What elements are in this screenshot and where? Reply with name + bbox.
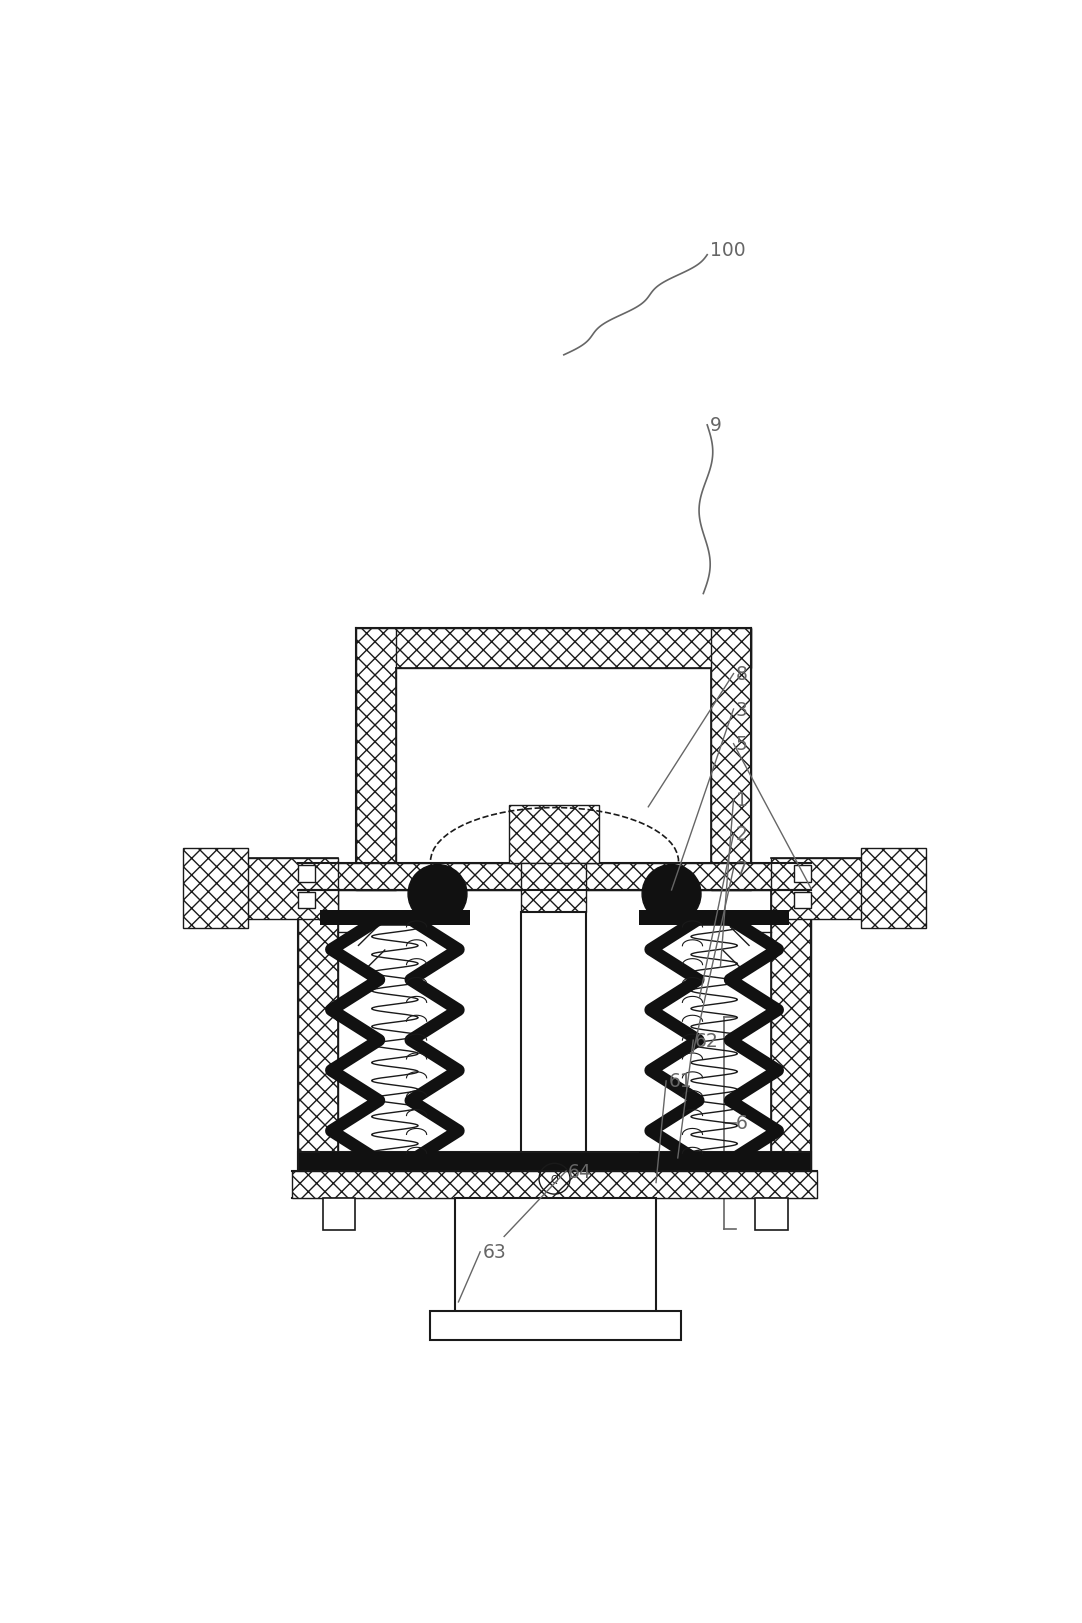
Bar xyxy=(861,849,926,928)
Bar xyxy=(340,893,769,1170)
Bar xyxy=(794,893,812,909)
Bar xyxy=(319,1152,470,1167)
Bar xyxy=(322,1198,355,1230)
Circle shape xyxy=(642,865,701,923)
Bar xyxy=(454,1198,656,1326)
Bar xyxy=(298,865,315,883)
Text: 100: 100 xyxy=(710,240,745,260)
Bar xyxy=(339,891,770,1172)
Bar xyxy=(509,805,598,863)
Bar xyxy=(711,628,751,891)
Bar xyxy=(356,628,396,891)
Text: 64: 64 xyxy=(568,1162,592,1182)
Bar xyxy=(319,911,470,925)
Text: 62: 62 xyxy=(695,1031,718,1050)
Bar xyxy=(183,849,248,928)
Bar xyxy=(298,863,812,891)
Bar xyxy=(356,628,751,669)
Text: 6: 6 xyxy=(736,1113,748,1133)
Text: 8: 8 xyxy=(736,665,748,683)
Bar xyxy=(298,1152,812,1172)
Bar xyxy=(770,891,812,1172)
Bar xyxy=(794,865,812,883)
Bar xyxy=(522,912,586,1152)
Text: 5: 5 xyxy=(736,735,748,753)
Bar xyxy=(396,669,711,891)
Text: 63: 63 xyxy=(483,1243,506,1261)
Bar xyxy=(430,1311,681,1341)
Text: 9: 9 xyxy=(710,415,722,435)
Text: 3: 3 xyxy=(736,700,748,719)
Text: Q: Q xyxy=(551,1173,558,1185)
Text: 7: 7 xyxy=(736,859,748,878)
Bar xyxy=(292,1172,817,1198)
Bar xyxy=(522,863,586,912)
Bar xyxy=(298,891,339,1172)
Text: 1: 1 xyxy=(736,790,748,810)
Bar xyxy=(639,911,790,925)
Bar xyxy=(755,1198,788,1230)
Text: 61: 61 xyxy=(669,1071,692,1091)
Bar xyxy=(639,1152,790,1167)
Bar xyxy=(235,859,339,920)
Bar xyxy=(298,893,315,909)
Bar xyxy=(770,859,874,920)
Text: 2: 2 xyxy=(736,824,748,844)
Circle shape xyxy=(408,865,467,923)
